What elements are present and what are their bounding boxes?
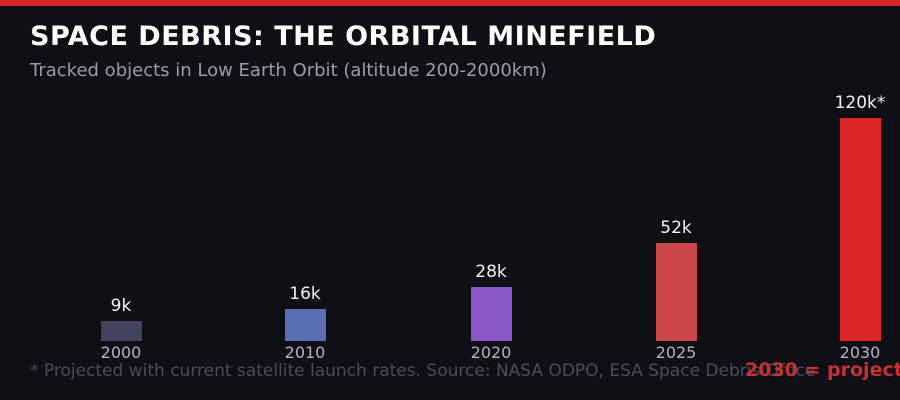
bar-value-label: 120k* — [834, 93, 886, 113]
page-title: SPACE DEBRIS: THE ORBITAL MINEFIELD — [30, 21, 657, 52]
bar-group-2030: 120k* 2030 — [800, 93, 900, 362]
bar-2020 — [470, 287, 512, 341]
x-tick-label: 2000 — [100, 343, 142, 362]
bar-group-2025: 52k 2025 — [616, 218, 736, 362]
source-footnote: * Projected with current satellite launc… — [30, 361, 816, 381]
x-tick-label: 2025 — [655, 343, 697, 362]
bar-value-label: 9k — [110, 296, 132, 316]
bar-group-2020: 28k 2020 — [431, 262, 551, 362]
bar-2010 — [284, 309, 326, 341]
bar-value-label: 28k — [475, 262, 507, 282]
bar-group-2010: 16k 2010 — [245, 284, 365, 362]
bar-group-2000: 9k 2000 — [61, 296, 181, 362]
bar-2000 — [100, 321, 142, 341]
bar-value-label: 52k — [660, 218, 692, 238]
page-subtitle: Tracked objects in Low Earth Orbit (alti… — [30, 60, 547, 81]
top-accent-stripe — [0, 0, 900, 6]
bar-2030 — [839, 118, 881, 341]
projection-annotation: 2030 = projected — [745, 359, 900, 381]
x-tick-label: 2020 — [470, 343, 512, 362]
bar-value-label: 16k — [289, 284, 321, 304]
bar-2025 — [655, 243, 697, 341]
x-tick-label: 2030 — [839, 343, 881, 362]
x-tick-label: 2010 — [284, 343, 326, 362]
